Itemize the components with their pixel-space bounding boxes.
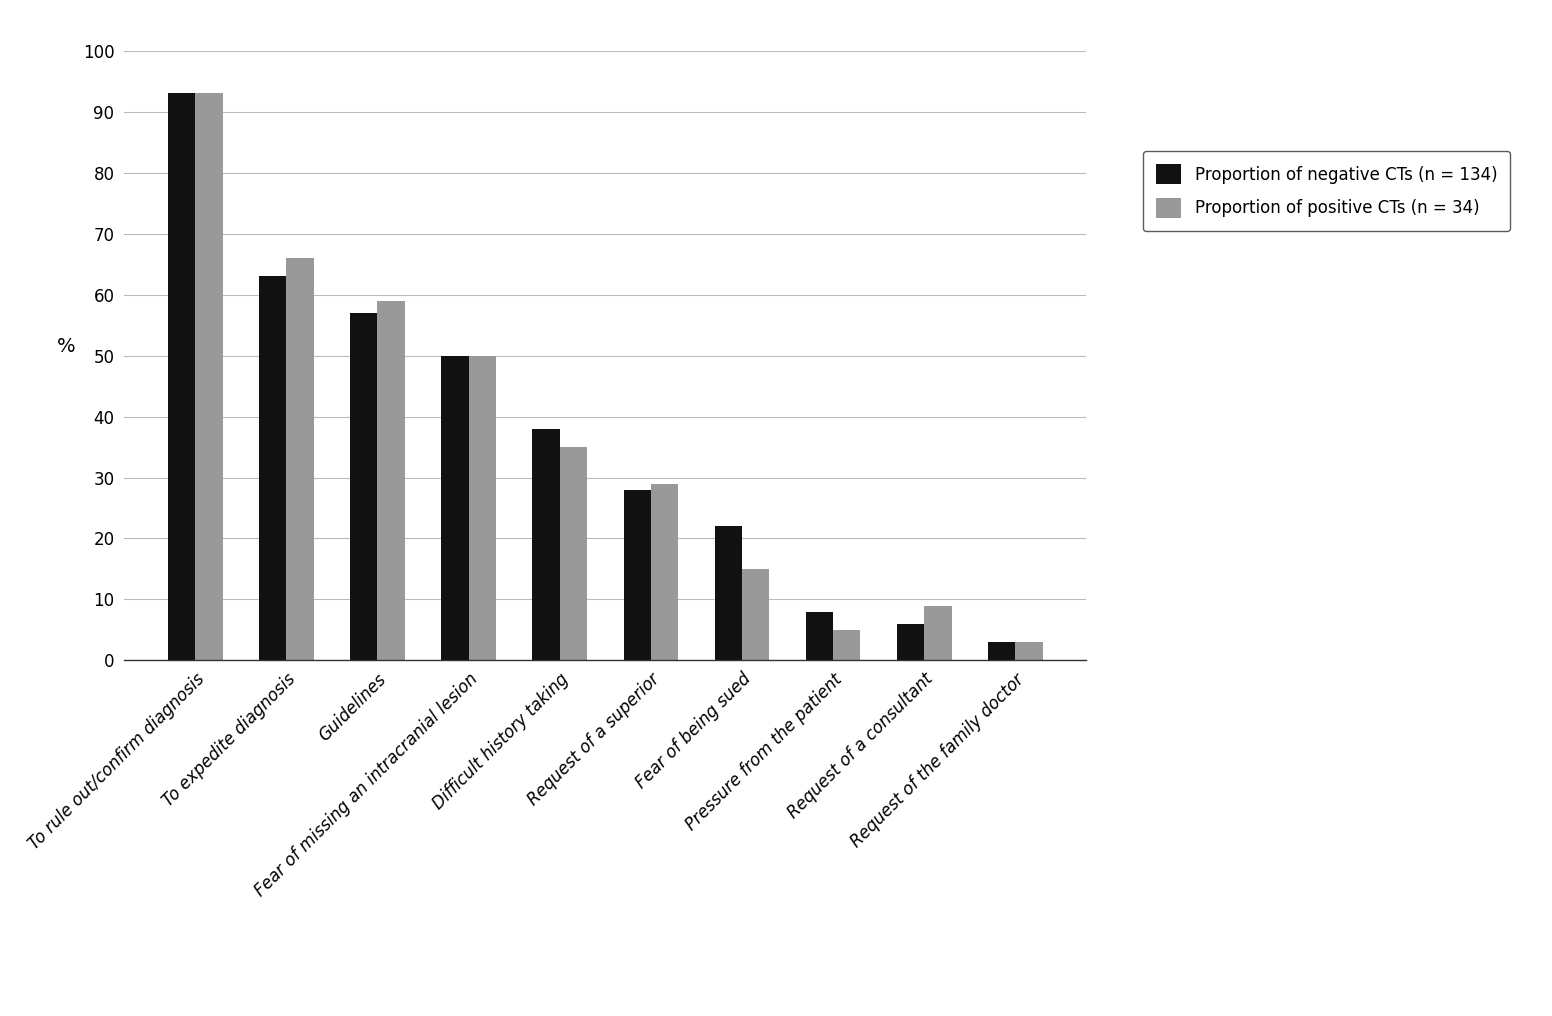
Bar [259,276,287,660]
Bar [714,526,742,660]
Bar [1015,642,1043,660]
Bar [989,642,1015,660]
Bar [168,93,196,660]
Bar [833,630,860,660]
Legend: Proportion of negative CTs (n = 134), Proportion of positive CTs (n = 34): Proportion of negative CTs (n = 134), Pr… [1142,150,1510,232]
Bar [469,356,497,660]
Bar [351,313,377,660]
Bar [287,258,314,660]
Bar [196,93,222,660]
Bar [624,490,650,660]
Bar [805,612,833,660]
Bar [923,606,951,660]
Bar [560,447,587,660]
Bar [441,356,469,660]
Bar [377,301,405,660]
Bar [532,429,560,660]
Y-axis label: %: % [57,336,76,356]
Bar [897,624,923,660]
Bar [742,569,770,660]
Bar [650,484,678,660]
